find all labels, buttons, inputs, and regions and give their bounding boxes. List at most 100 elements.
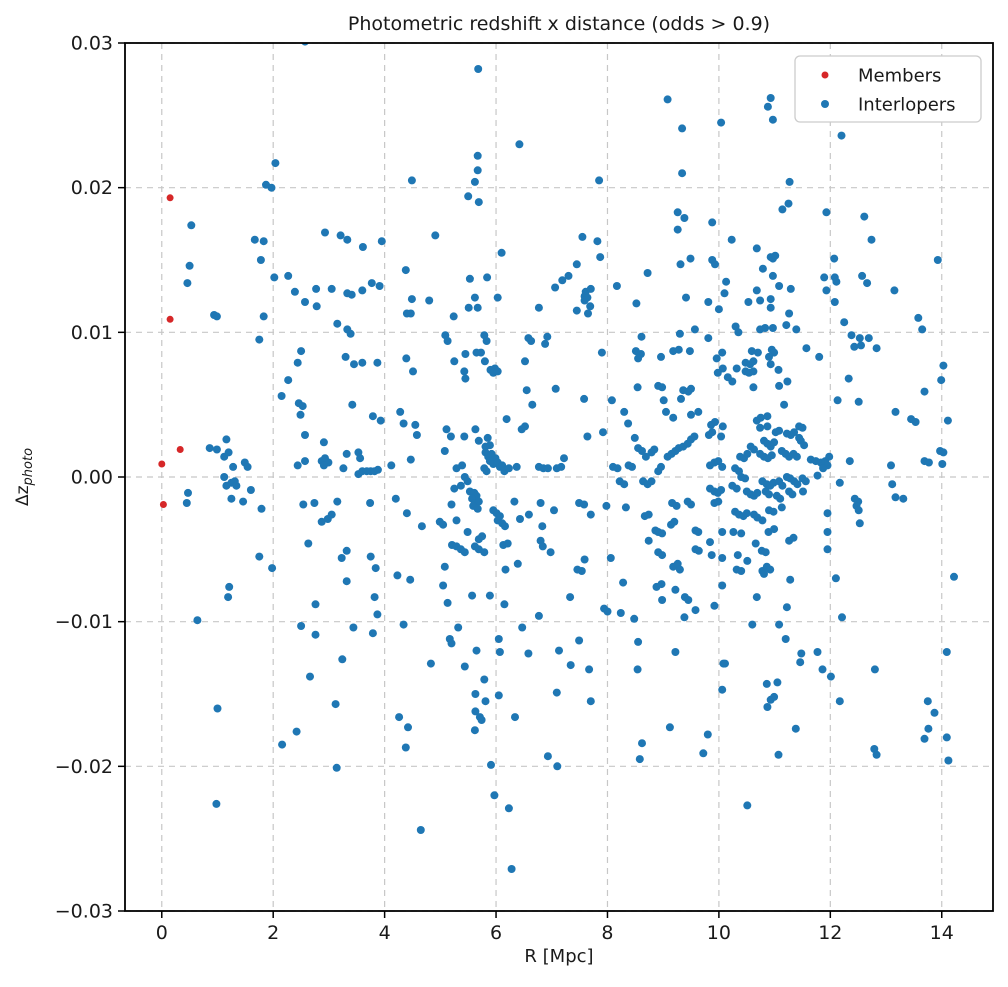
- data-point: [402, 509, 411, 518]
- data-point: [319, 461, 328, 470]
- data-point: [439, 581, 448, 590]
- data-point: [551, 384, 560, 393]
- data-point: [775, 426, 784, 435]
- data-point: [819, 464, 828, 473]
- data-point: [685, 347, 694, 356]
- data-point: [473, 166, 482, 175]
- data-point: [572, 260, 581, 269]
- data-point: [823, 509, 832, 518]
- data-point: [452, 516, 461, 525]
- data-point: [452, 464, 461, 473]
- data-point: [350, 360, 358, 369]
- data-point: [461, 374, 470, 383]
- data-point: [301, 457, 309, 466]
- data-point: [850, 342, 859, 351]
- data-point: [255, 552, 264, 561]
- data-point: [607, 396, 616, 405]
- data-point: [815, 352, 824, 361]
- data-point: [482, 337, 491, 345]
- data-point: [762, 679, 771, 688]
- interlopers-series: [182, 43, 958, 873]
- data-point: [777, 503, 786, 512]
- data-point: [371, 564, 380, 573]
- data-point: [634, 637, 643, 646]
- data-point: [823, 545, 832, 554]
- data-point: [298, 402, 307, 411]
- data-point: [184, 488, 192, 497]
- data-point: [515, 140, 524, 149]
- legend-box: [794, 55, 982, 123]
- data-point: [793, 480, 802, 489]
- data-point: [942, 733, 951, 742]
- data-point: [743, 801, 752, 810]
- data-point: [838, 613, 846, 622]
- data-point: [732, 484, 741, 493]
- data-point: [684, 596, 693, 604]
- data-point: [825, 452, 834, 461]
- data-point: [495, 648, 504, 656]
- y-tick-label: −0.02: [55, 756, 113, 778]
- data-point: [239, 497, 248, 506]
- data-point: [470, 293, 479, 302]
- data-point: [758, 516, 767, 525]
- data-point: [301, 431, 309, 439]
- data-point: [784, 199, 793, 208]
- data-point: [474, 198, 483, 207]
- data-point: [911, 418, 920, 426]
- data-point: [290, 287, 299, 296]
- data-point: [749, 383, 758, 392]
- data-point: [317, 517, 326, 526]
- data-point: [375, 282, 384, 290]
- data-point: [347, 290, 356, 299]
- data-point: [612, 282, 621, 290]
- data-point: [333, 319, 342, 328]
- data-point: [183, 279, 192, 288]
- data-point: [870, 665, 879, 674]
- data-point: [483, 273, 492, 282]
- data-point: [763, 703, 772, 711]
- data-point: [924, 724, 933, 733]
- data-point: [675, 329, 684, 338]
- data-point: [465, 274, 474, 283]
- data-point: [760, 569, 768, 578]
- data-point: [555, 646, 563, 655]
- data-point: [785, 309, 794, 318]
- data-point: [840, 318, 849, 327]
- data-point: [596, 253, 605, 262]
- data-point: [395, 713, 404, 722]
- data-point: [867, 235, 876, 244]
- data-point: [718, 554, 727, 562]
- data-point: [737, 567, 746, 575]
- data-point: [752, 286, 761, 295]
- data-point: [577, 567, 586, 575]
- data-point: [482, 467, 491, 476]
- data-point: [644, 510, 653, 519]
- data-point: [584, 309, 592, 318]
- data-point: [220, 473, 229, 481]
- data-point: [342, 577, 351, 586]
- data-point: [756, 423, 765, 432]
- data-point: [643, 269, 652, 277]
- data-point: [718, 462, 727, 471]
- data-point: [464, 303, 473, 312]
- data-point: [580, 296, 589, 305]
- data-point: [543, 752, 552, 761]
- data-point: [205, 444, 214, 453]
- data-point: [572, 306, 581, 315]
- data-point: [837, 131, 846, 140]
- data-point: [671, 585, 680, 594]
- data-point: [327, 510, 336, 519]
- y-tick-label: 0.03: [71, 33, 113, 55]
- data-point: [763, 412, 772, 421]
- x-tick-label: 0: [156, 922, 168, 944]
- data-point: [507, 865, 516, 873]
- legend-marker-interlopers-icon: [821, 100, 829, 108]
- data-point: [267, 183, 276, 192]
- data-point: [714, 457, 723, 466]
- data-point: [768, 115, 777, 124]
- data-point: [595, 176, 604, 185]
- data-point: [782, 603, 791, 612]
- data-point: [776, 494, 785, 503]
- data-point: [474, 65, 483, 73]
- data-point: [630, 614, 639, 623]
